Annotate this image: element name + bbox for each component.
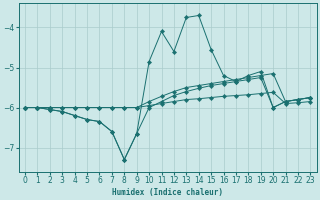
- X-axis label: Humidex (Indice chaleur): Humidex (Indice chaleur): [112, 188, 223, 197]
